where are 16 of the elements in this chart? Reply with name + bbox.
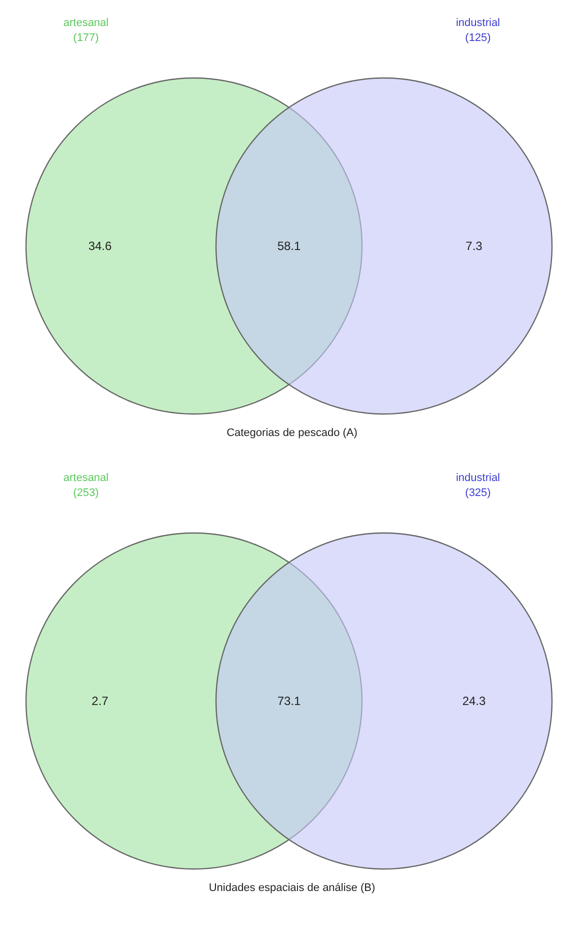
category-label: artesanal <box>63 472 109 484</box>
data-label: 58.1 <box>277 239 301 253</box>
category-label: industrial <box>456 17 500 29</box>
data-label: 7.3 <box>466 239 483 253</box>
text: (325) <box>465 487 491 499</box>
text: (177) <box>73 32 99 44</box>
data-label: 24.3 <box>462 694 486 708</box>
text: Categorias de pescado (A) <box>226 427 358 439</box>
text: Unidades espaciais de análise (B) <box>208 882 376 894</box>
data-label: 34.6 <box>88 239 112 253</box>
text: (125) <box>465 32 491 44</box>
text: (253) <box>73 487 99 499</box>
data-label: 2.7 <box>92 694 109 708</box>
category-label: industrial <box>456 472 500 484</box>
data-label: 73.1 <box>277 694 301 708</box>
category-label: artesanal <box>63 17 109 29</box>
